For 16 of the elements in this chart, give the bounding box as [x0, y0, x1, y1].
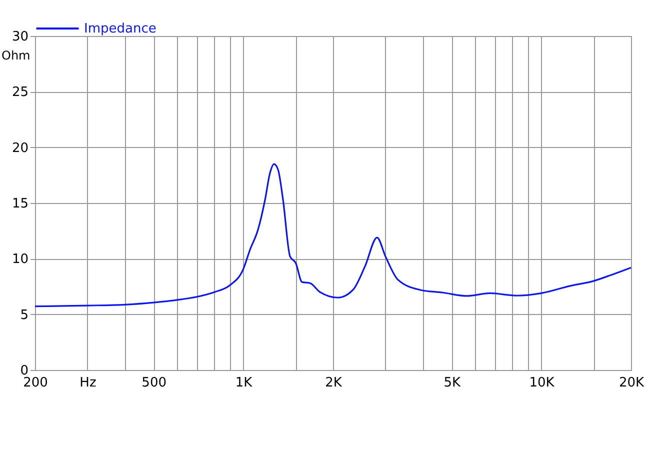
- x-tick-label: 5K: [444, 376, 461, 390]
- x-tick-label: 20K: [618, 376, 645, 390]
- legend-label: Impedance: [84, 22, 156, 36]
- x-tick-label: 10K: [529, 376, 555, 390]
- x-tick-label: 500: [142, 376, 166, 390]
- y-tick-label: 30: [12, 30, 28, 44]
- y-tick-label: 10: [12, 252, 28, 268]
- x-tick-label: 1K: [235, 376, 253, 390]
- y-axis-title: Ohm: [2, 48, 30, 62]
- y-tick-label: 15: [12, 196, 28, 212]
- x-tick-label: Hz: [80, 376, 96, 390]
- y-tick-label: 25: [12, 85, 28, 100]
- x-tick-label: 2K: [325, 376, 342, 390]
- x-tick-label: 200: [23, 376, 48, 390]
- y-tick-label: 5: [20, 308, 28, 323]
- y-tick-label: 20: [12, 140, 28, 156]
